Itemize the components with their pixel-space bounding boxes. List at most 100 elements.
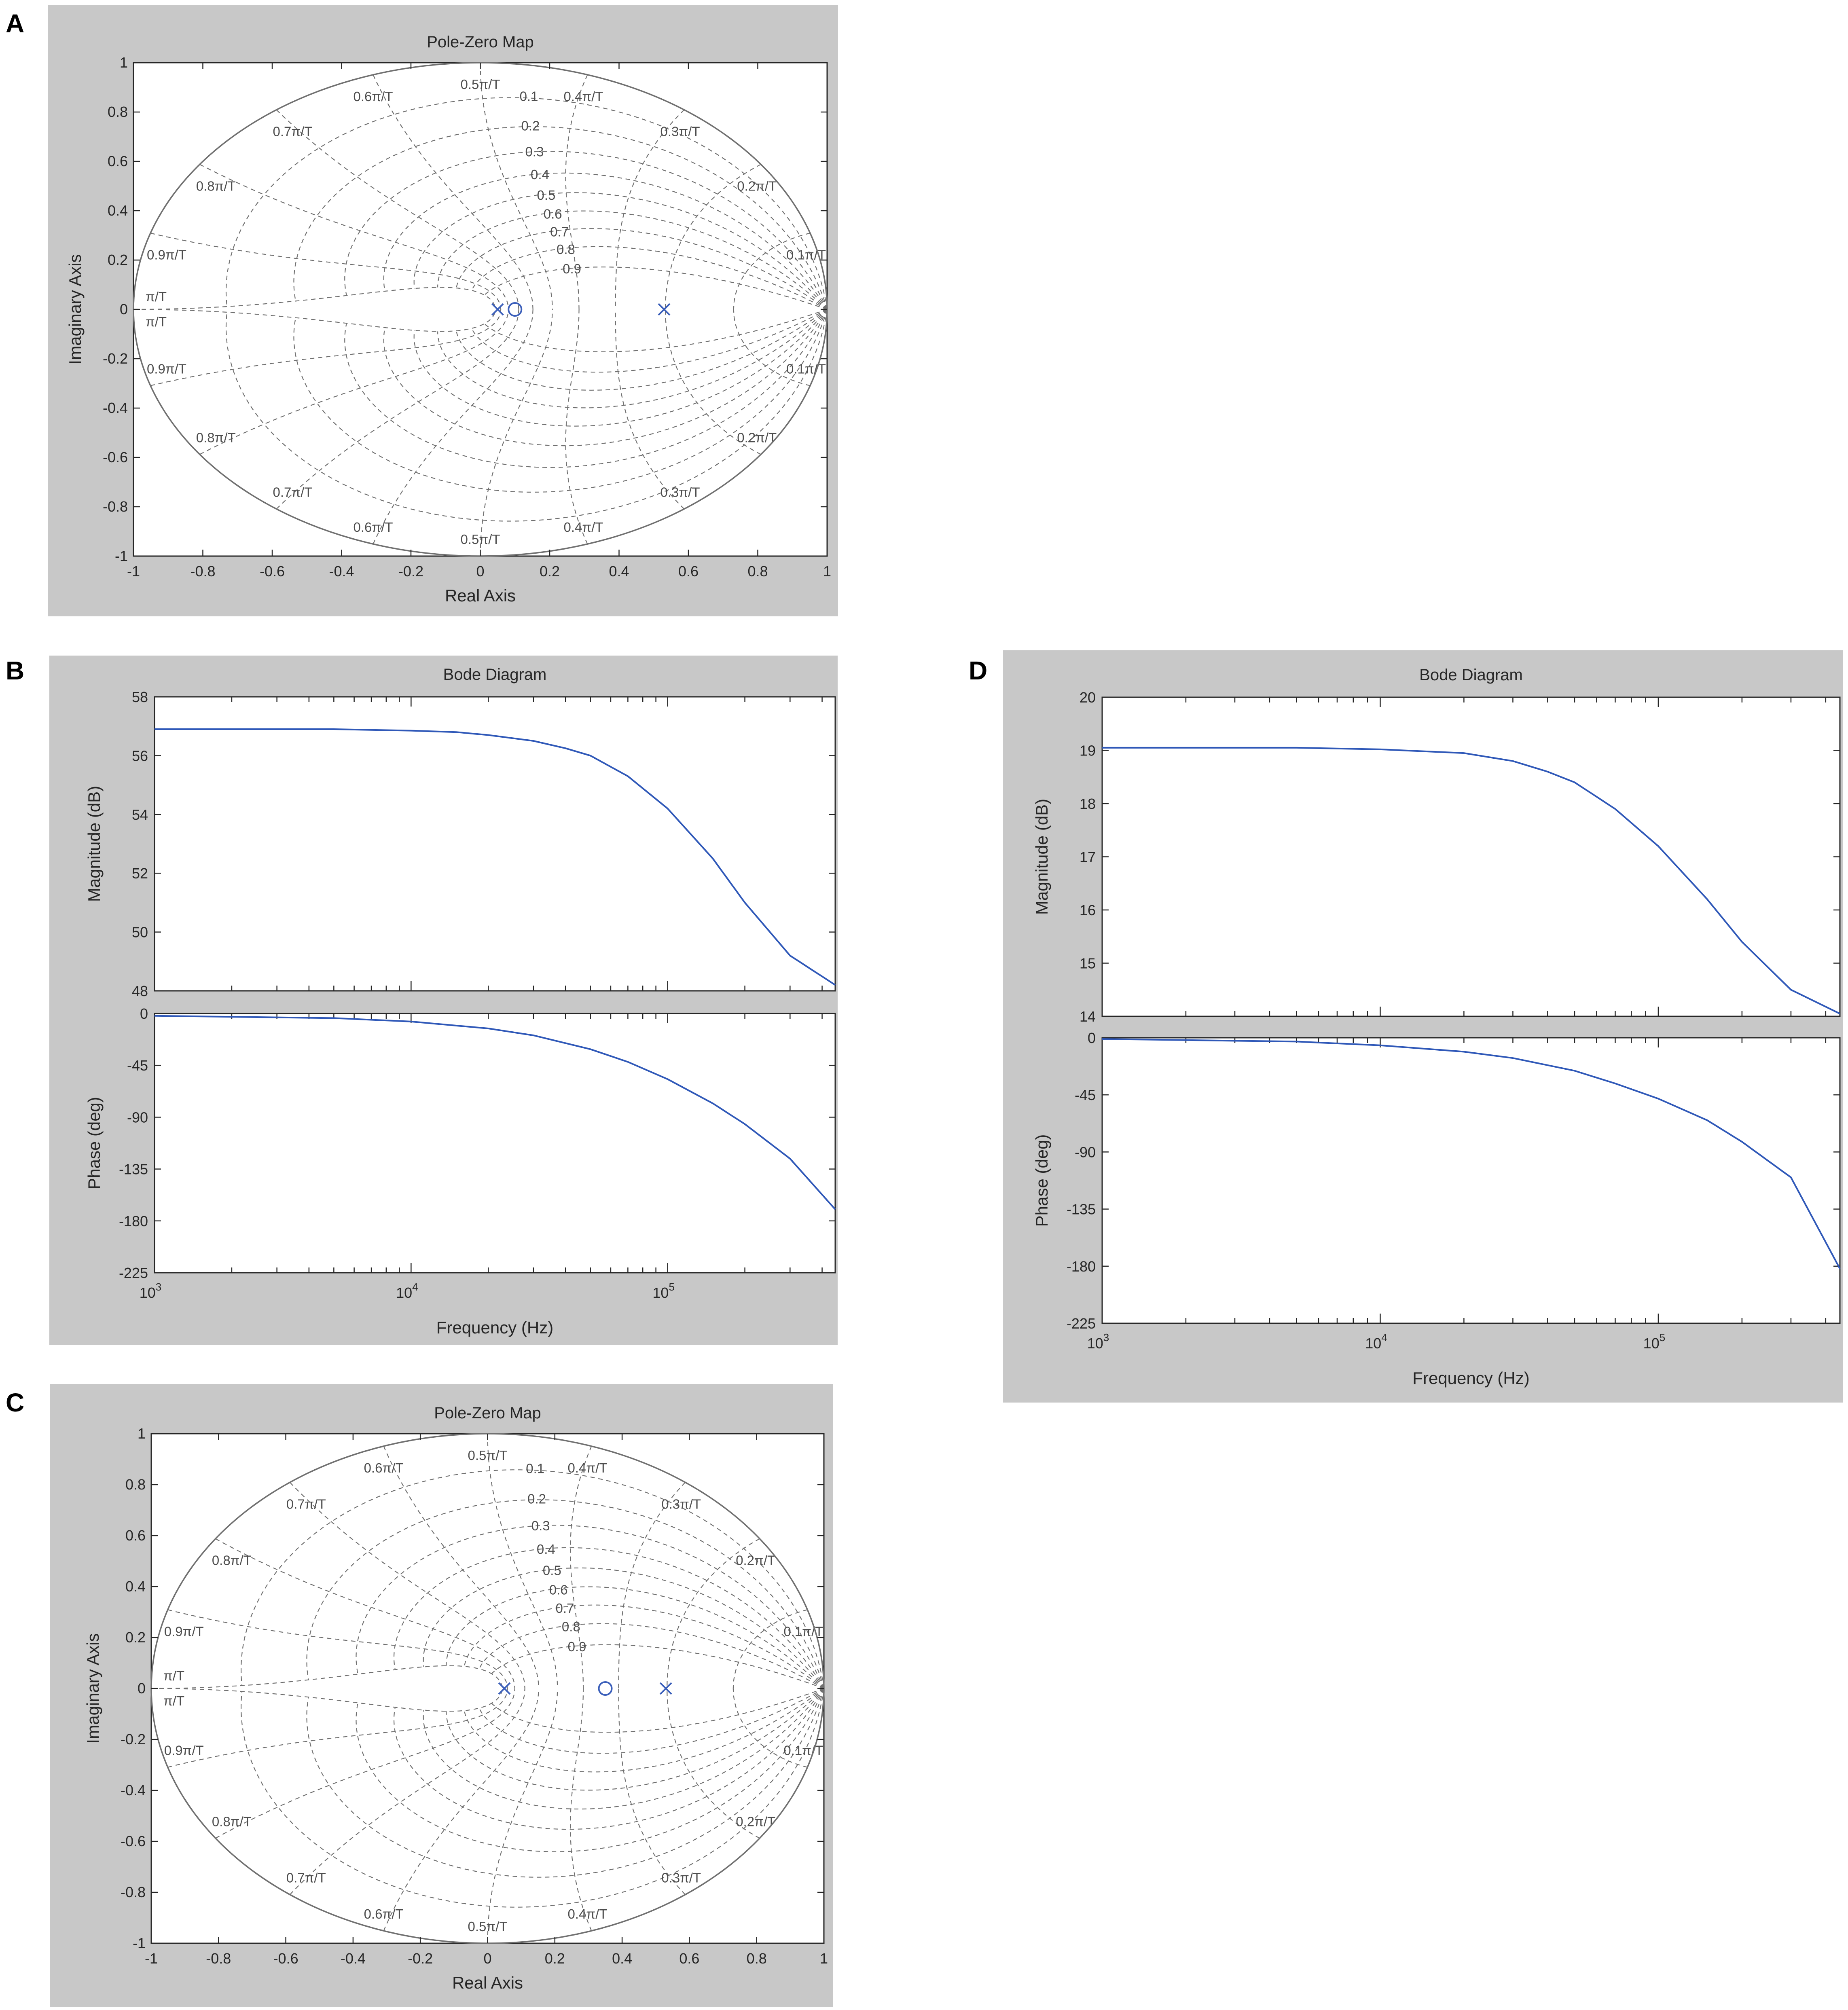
x-tick-label: 0 — [483, 1950, 491, 1967]
frequency-curve — [199, 309, 509, 455]
x-tick-label: 0 — [476, 563, 484, 580]
y-tick-label: -0.6 — [103, 449, 128, 465]
frequency-label: 0.9π/T — [164, 1743, 204, 1758]
panel-label: D — [969, 656, 987, 685]
damping-label: 0.4 — [537, 1542, 555, 1557]
damping-label: 0.7 — [556, 1601, 574, 1616]
frequency-label: 0.6π/T — [364, 1906, 404, 1921]
damping-label: 0.9 — [568, 1639, 586, 1654]
x-tick-label: 104 — [396, 1281, 418, 1301]
y-tick-label: -180 — [119, 1213, 148, 1229]
frequency-label: 0.4π/T — [563, 520, 603, 535]
frequency-label: 0.2π/T — [736, 1814, 775, 1829]
damping-label: 0.6 — [549, 1583, 568, 1597]
frequency-curve — [133, 287, 496, 310]
y-tick-label: 52 — [132, 865, 148, 882]
frequency-label: 0.7π/T — [273, 485, 312, 500]
x-tick-label: 0.6 — [679, 1950, 699, 1967]
damping-curve — [471, 309, 828, 373]
frequency-label: 0.2π/T — [736, 1553, 775, 1568]
y-tick-label: 56 — [132, 747, 148, 764]
x-tick-label: -0.6 — [273, 1950, 298, 1967]
frequency-curve — [665, 164, 761, 310]
x-tick-exponent: 4 — [412, 1281, 418, 1293]
y-tick-label: 0 — [138, 1680, 146, 1697]
damping-curve — [471, 246, 828, 310]
frequency-curve — [732, 1688, 808, 1768]
y-tick-label: 54 — [132, 806, 148, 823]
frequency-label: 0.8π/T — [212, 1553, 252, 1568]
pole-marker — [498, 1682, 511, 1695]
y-tick-label: -90 — [1075, 1144, 1096, 1160]
frequency-curve — [276, 309, 519, 510]
x-tick-exponent: 5 — [669, 1281, 674, 1293]
frequency-label: 0.8π/T — [196, 430, 236, 445]
y-tick-label: -0.2 — [121, 1731, 146, 1748]
magnitude-frame — [1101, 696, 1841, 1017]
x-tick-base: 10 — [140, 1284, 156, 1301]
panel-A: A Pole-Zero Map 0.1 0.2 0.3 0.4 0.5 0.6 0.7 0.8 0.… — [6, 5, 838, 616]
damping-label: 0.6 — [544, 206, 562, 221]
frequency-curve — [199, 164, 509, 310]
y-tick-label: -225 — [119, 1265, 148, 1281]
zgrid: 0.10.20.30.40.50.60.70.80.90.1π/T0.1π/T0… — [151, 1434, 825, 1943]
frequency-curve — [667, 1688, 760, 1839]
damping-label: 0.2 — [527, 1492, 546, 1506]
x-tick-label: 0.2 — [540, 563, 560, 580]
phase-frame — [154, 1013, 836, 1274]
phase-series-line — [1102, 1038, 1841, 1269]
y-tick-label: -135 — [1067, 1201, 1096, 1218]
frequency-label: π/T — [163, 1668, 184, 1683]
panel-D: D Bode Diagram 20 19 18 17 16 15 14 Magnitude (dB… — [969, 650, 1843, 1403]
frequency-label: 0.1π/T — [783, 1743, 823, 1758]
y-tick-label: 19 — [1080, 743, 1096, 759]
frequency-curve — [615, 109, 685, 310]
plot-frame — [150, 1433, 825, 1944]
y-tick-label: 58 — [132, 689, 148, 705]
x-tick-label: -1 — [127, 563, 140, 580]
frequency-curve — [665, 309, 761, 455]
frequency-label: 0.1π/T — [786, 362, 826, 377]
frequency-curve — [480, 309, 553, 556]
x-tick-label: -0.6 — [260, 563, 285, 580]
x-tick-label: 104 — [1365, 1331, 1387, 1352]
damping-label: 0.5 — [537, 188, 556, 203]
frequency-label: 0.5π/T — [461, 77, 500, 92]
damping-label: 0.3 — [525, 144, 544, 159]
frequency-label: 0.3π/T — [660, 485, 700, 500]
y-tick-label: 14 — [1080, 1008, 1096, 1025]
pole-marker — [491, 303, 504, 316]
y-tick-label: 0.4 — [125, 1578, 146, 1595]
frequency-label: 0.9π/T — [147, 362, 186, 377]
frequency-curve — [487, 1688, 558, 1943]
y-tick-label: 20 — [1080, 689, 1096, 706]
damping-label: 0.2 — [521, 118, 540, 133]
zero-marker — [508, 302, 523, 317]
frequency-curve — [167, 1609, 508, 1689]
x-tick-base: 10 — [652, 1284, 669, 1301]
damping-curve — [437, 309, 828, 408]
y-tick-label: -1 — [115, 548, 128, 564]
y-tick-label: -0.4 — [103, 400, 128, 416]
x-axis-label: Real Axis — [452, 1973, 523, 1992]
y-tick-label: 0 — [120, 301, 128, 317]
frequency-curve — [167, 1688, 508, 1768]
x-tick-label: 105 — [1643, 1331, 1666, 1352]
frequency-curve — [151, 1665, 503, 1689]
x-tick-label: 0.8 — [747, 563, 768, 580]
frequency-curve — [373, 309, 533, 544]
frequency-label: π/T — [146, 289, 167, 304]
zgrid: 0.10.20.30.40.50.60.70.80.90.1π/T0.1π/T0… — [133, 63, 828, 556]
frequency-label: 0.2π/T — [737, 430, 777, 445]
frequency-label: 0.3π/T — [661, 1870, 701, 1885]
frequency-curve — [618, 1688, 686, 1895]
damping-curve — [464, 1604, 824, 1689]
phase-frame — [1101, 1037, 1841, 1324]
damping-curve — [240, 1469, 825, 1689]
frequency-curve — [480, 63, 553, 310]
frequency-curve — [276, 109, 519, 310]
frequency-curve — [215, 1688, 515, 1839]
